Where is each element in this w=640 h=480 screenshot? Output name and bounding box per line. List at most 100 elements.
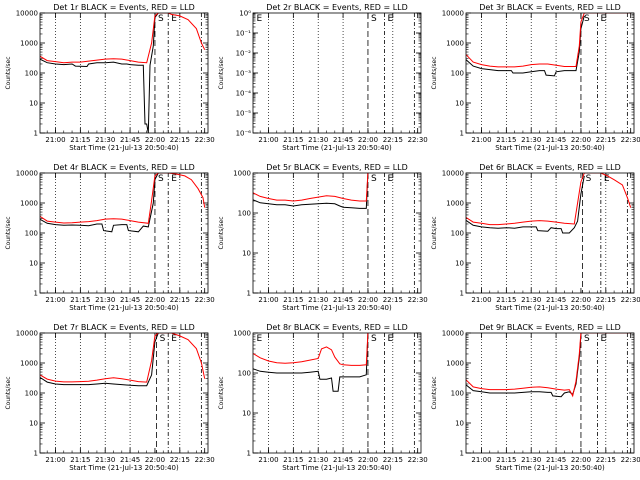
x-tick-label: 21:30: [95, 296, 115, 304]
events-series-line: [40, 13, 159, 133]
x-tick-label: 22:00: [571, 296, 591, 304]
x-tick-label: 21:30: [308, 136, 328, 144]
y-tick-label: 1000: [20, 200, 38, 208]
end-marker-label: E: [388, 14, 394, 24]
end-marker-label: E: [601, 334, 607, 344]
x-tick-label: 21:45: [546, 296, 566, 304]
x-tick-label: 21:30: [95, 136, 115, 144]
lld-series-line: [466, 333, 631, 398]
lld-series-line: [40, 333, 206, 383]
x-axis-label: Start Time (21-Jul-13 20:50:40): [69, 144, 179, 152]
y-axis-ticks: 1 10 100 1000 10000: [442, 10, 634, 138]
x-tick-label: 21:00: [258, 296, 278, 304]
detector-panel-5: Det 5r BLACK = Events, RED = LLD 1 10 100 10…: [218, 163, 428, 312]
end-marker-label: E: [257, 334, 263, 344]
x-tick-label: 22:15: [383, 136, 403, 144]
start-marker-label: S: [160, 334, 166, 344]
x-tick-label: 21:15: [496, 136, 516, 144]
y-axis-label: Counts/sec: [5, 56, 12, 89]
x-tick-label: 22:00: [145, 136, 165, 144]
y-tick-label: 10⁻⁴: [236, 90, 252, 98]
x-tick-label: 22:30: [195, 136, 215, 144]
x-axis-ticks: 21:00 21:15 21:30 21:45 22:00 22:15 22:30: [471, 333, 640, 464]
x-tick-label: 22:15: [596, 456, 616, 464]
x-tick-label: 22:30: [408, 296, 428, 304]
y-tick-label: 1000: [446, 200, 464, 208]
x-tick-label: 22:15: [596, 296, 616, 304]
x-axis-ticks: 21:00 21:15 21:30 21:45 22:00 22:15 22:30: [471, 13, 640, 144]
x-tick-label: 21:00: [45, 136, 65, 144]
y-axis-ticks: 10⁻⁶ 10⁻⁵ 10⁻⁴ 10⁻³ 10⁻² 10⁻¹ 10⁰: [236, 10, 421, 138]
plot-frame: [39, 172, 209, 294]
x-axis-label: Start Time (21-Jul-13 20:50:40): [282, 304, 392, 312]
x-axis-label: Start Time (21-Jul-13 20:50:40): [69, 304, 179, 312]
x-axis-label: Start Time (21-Jul-13 20:50:40): [495, 144, 605, 152]
start-marker-label: S: [158, 174, 164, 184]
x-tick-label: 21:30: [308, 296, 328, 304]
panel-title: Det 8r BLACK = Events, RED = LLD: [266, 323, 408, 332]
x-tick-label: 22:30: [195, 456, 215, 464]
y-axis-label: Counts/sec: [218, 216, 225, 249]
y-tick-label: 100: [451, 390, 464, 398]
y-tick-label: 1000: [446, 40, 464, 48]
y-axis-label: Counts/sec: [5, 216, 12, 249]
y-tick-label: 1000: [20, 40, 38, 48]
panel-title: Det 9r BLACK = Events, RED = LLD: [479, 323, 621, 332]
y-axis-label: Counts/sec: [431, 216, 438, 249]
x-axis-ticks: 21:00 21:15 21:30 21:45 22:00 22:15 22:30: [45, 333, 215, 464]
detector-panel-4: Det 4r BLACK = Events, RED = LLD 1 10 100 10…: [5, 163, 215, 312]
panel-title: Det 1r BLACK = Events, RED = LLD: [53, 3, 195, 12]
plot-frame: [39, 12, 209, 134]
y-tick-label: 1: [460, 130, 464, 138]
panel-title: Det 2r BLACK = Events, RED = LLD: [266, 3, 408, 12]
x-tick-label: 21:30: [308, 456, 328, 464]
x-tick-label: 21:00: [258, 136, 278, 144]
plot-frame: [465, 332, 635, 454]
y-tick-label: 10: [242, 410, 251, 418]
x-tick-label: 21:15: [70, 136, 90, 144]
panel-title: Det 7r BLACK = Events, RED = LLD: [53, 323, 195, 332]
x-tick-label: 22:15: [596, 136, 616, 144]
x-tick-label: 22:30: [621, 296, 640, 304]
events-series-line: [40, 333, 159, 387]
panel-title: Det 5r BLACK = Events, RED = LLD: [266, 163, 408, 172]
panel-title: Det 4r BLACK = Events, RED = LLD: [53, 163, 195, 172]
y-tick-label: 10⁻¹: [236, 30, 252, 38]
plot-frame: [39, 332, 209, 454]
y-tick-label: 100: [25, 390, 38, 398]
y-tick-label: 100: [238, 210, 251, 218]
end-marker-label: E: [171, 174, 177, 184]
start-marker-label: S: [584, 334, 590, 344]
x-axis-label: Start Time (21-Jul-13 20:50:40): [69, 464, 179, 472]
detector-panel-8: Det 8r BLACK = Events, RED = LLD 1 10 100 10…: [218, 323, 428, 472]
x-tick-label: 21:30: [95, 456, 115, 464]
y-axis-ticks: 1 10 100 1000 10000: [16, 10, 208, 138]
y-tick-label: 100: [451, 70, 464, 78]
y-tick-label: 10⁻²: [236, 50, 252, 58]
x-axis-ticks: 21:00 21:15 21:30 21:45 22:00 22:15 22:30: [471, 173, 640, 304]
end-marker-label: E: [171, 14, 177, 24]
x-tick-label: 21:45: [120, 456, 140, 464]
plot-frame: [252, 332, 422, 454]
y-tick-label: 100: [238, 370, 251, 378]
x-tick-label: 21:15: [496, 456, 516, 464]
end-marker-label: E: [601, 14, 607, 24]
y-tick-label: 10000: [16, 170, 38, 178]
x-axis-label: Start Time (21-Jul-13 20:50:40): [282, 464, 392, 472]
x-tick-label: 21:15: [70, 456, 90, 464]
y-tick-label: 10⁻⁶: [236, 130, 252, 138]
y-tick-label: 10⁰: [239, 10, 251, 18]
x-tick-label: 21:30: [521, 296, 541, 304]
x-tick-label: 22:15: [383, 296, 403, 304]
x-tick-label: 22:30: [408, 136, 428, 144]
events-series-line: [466, 175, 585, 234]
x-tick-label: 22:15: [170, 296, 190, 304]
x-tick-label: 22:00: [358, 296, 378, 304]
start-marker-label: S: [586, 174, 592, 184]
y-tick-label: 1000: [446, 360, 464, 368]
y-tick-label: 10000: [16, 330, 38, 338]
events-series-line: [466, 335, 582, 398]
y-tick-label: 10⁻³: [236, 70, 252, 78]
y-tick-label: 10: [455, 420, 464, 428]
x-axis-ticks: 21:00 21:15 21:30 21:45 22:00 22:15 22:30: [45, 173, 215, 304]
